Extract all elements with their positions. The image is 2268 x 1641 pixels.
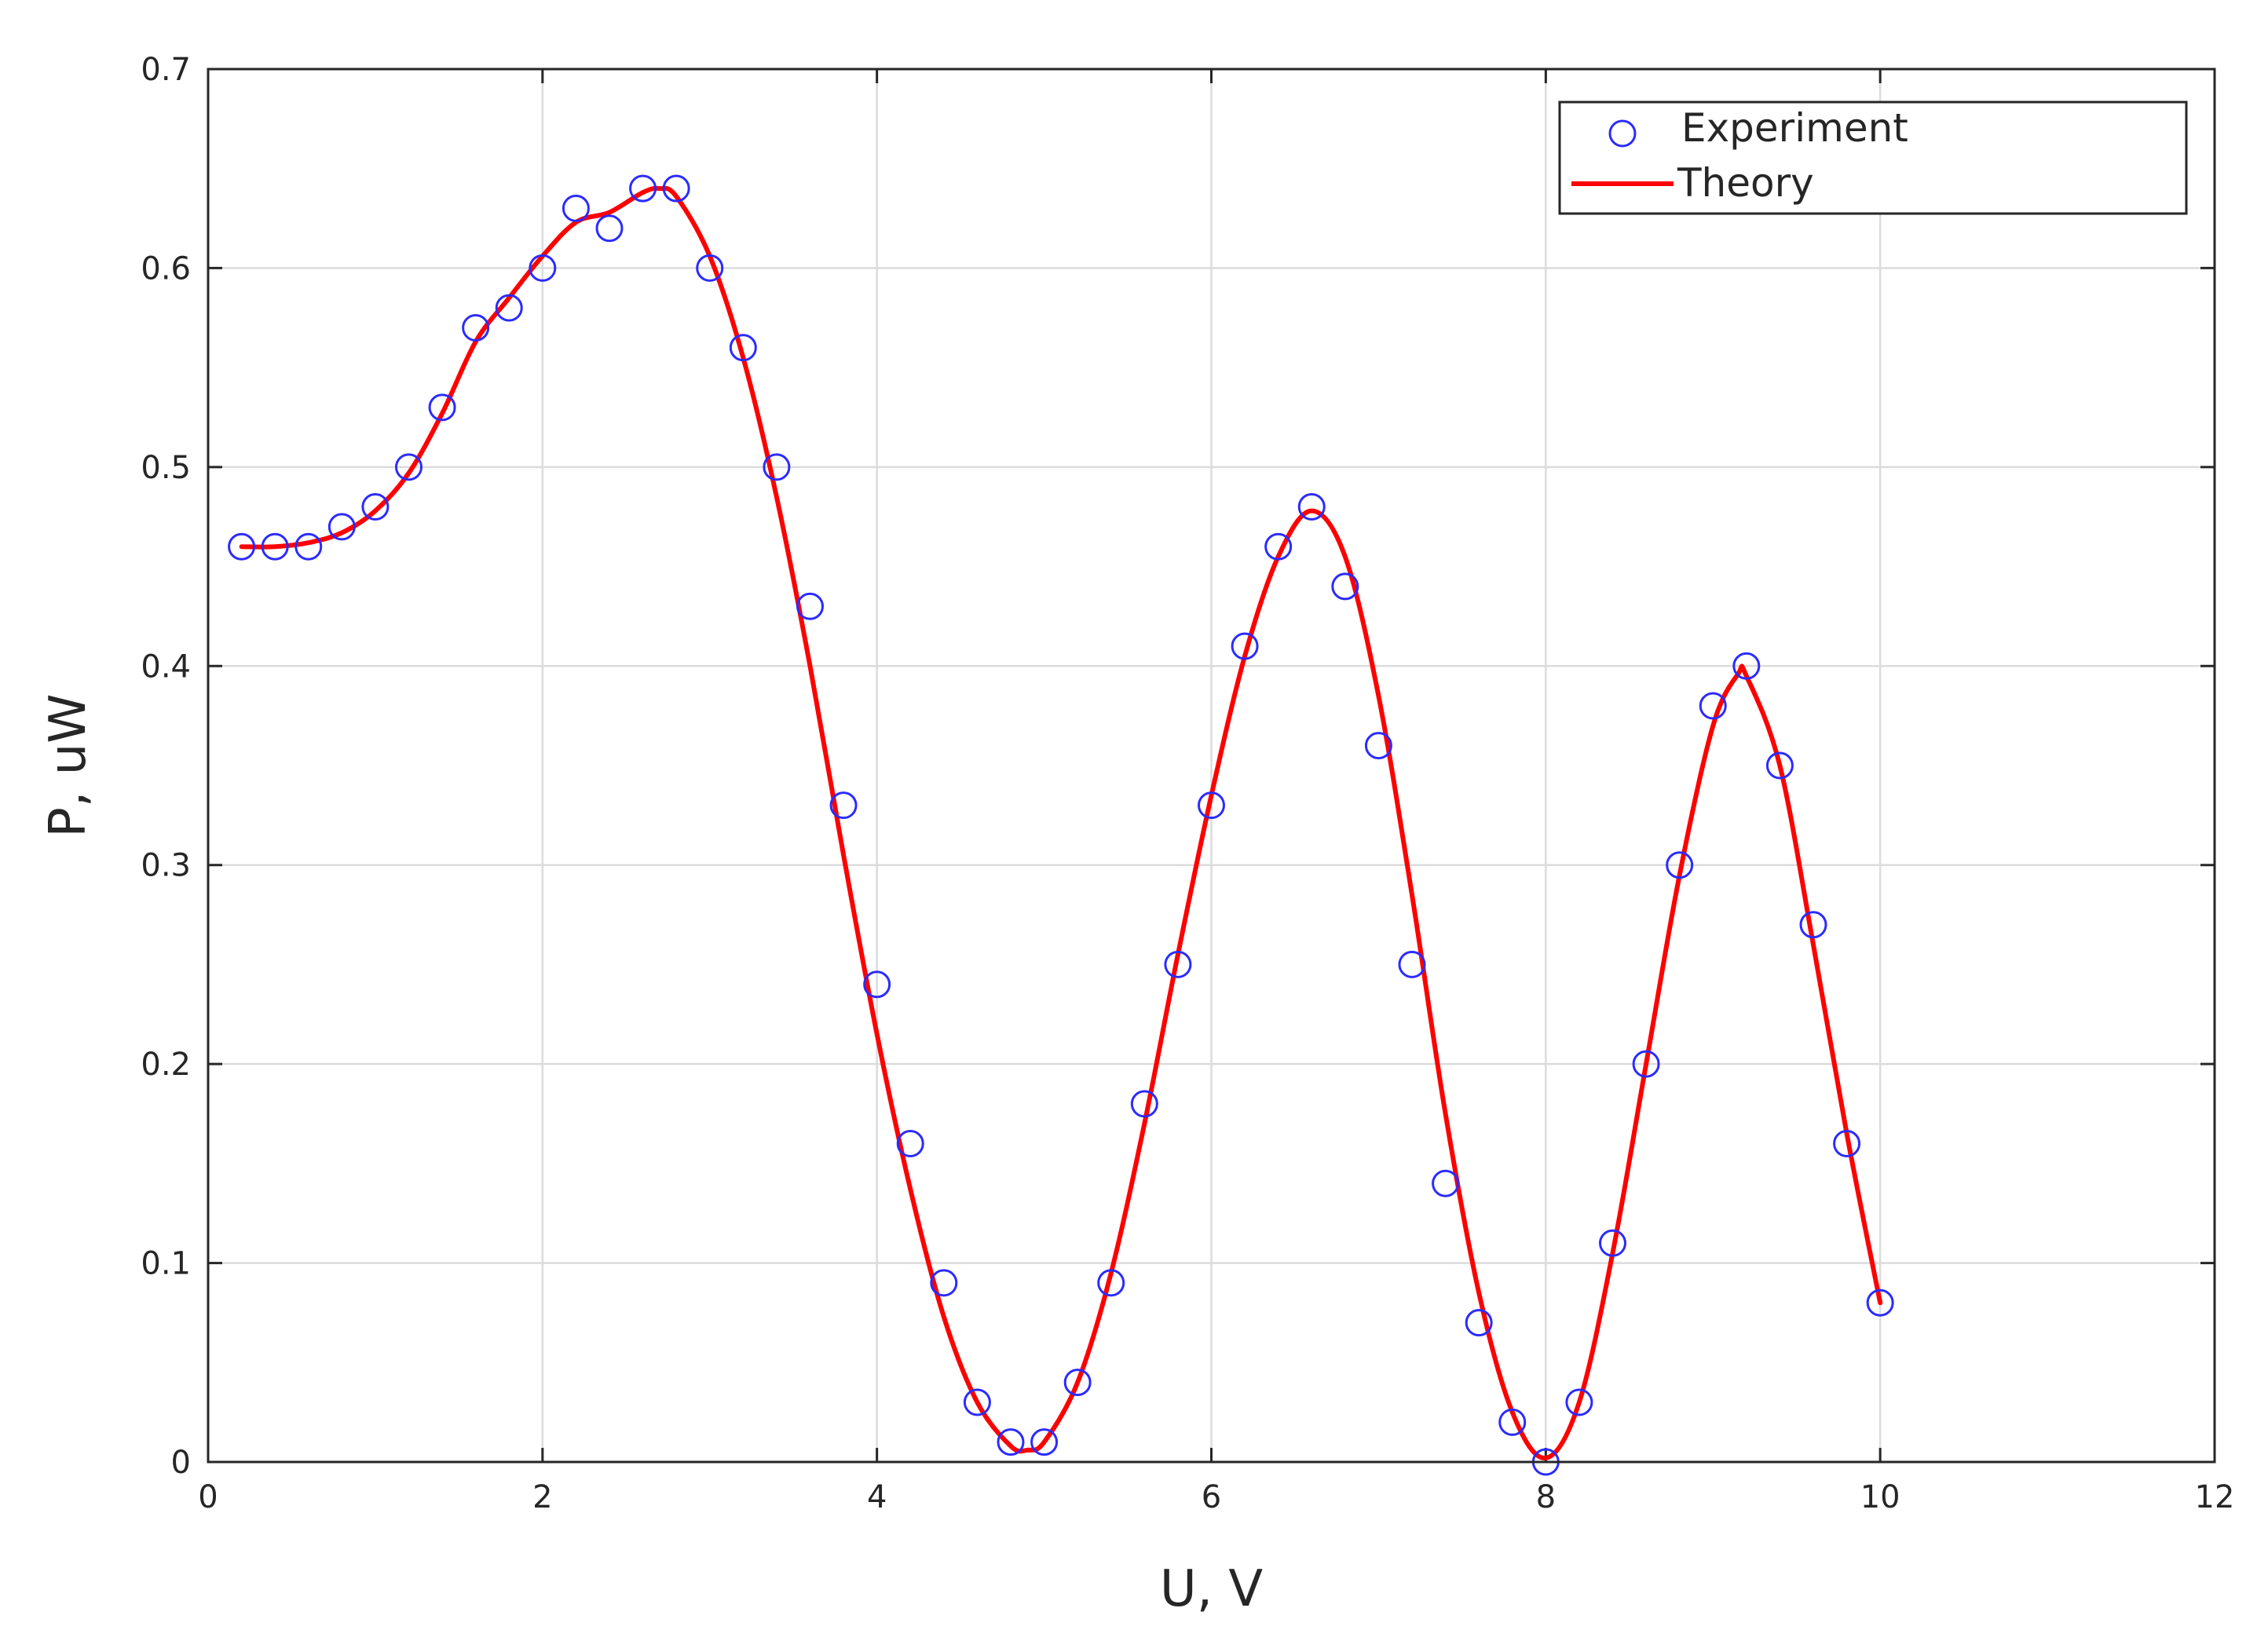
theory-line (239, 185, 1883, 1460)
experiment-point (1231, 632, 1259, 660)
experiment-point (361, 493, 390, 521)
experiment-point (1765, 751, 1794, 780)
plot-frame (207, 68, 2216, 1464)
experiment-point (1432, 1169, 1460, 1197)
x-tick-labels: 0 2 4 6 8 10 12 (198, 1479, 2234, 1515)
experiment-point (1063, 1369, 1092, 1397)
experiment-series (228, 174, 1894, 1476)
experiment-point (1632, 1050, 1660, 1078)
legend-experiment-marker (1608, 119, 1637, 148)
x-tick-label: 6 (1202, 1479, 1221, 1515)
x-tick-label: 8 (1536, 1479, 1556, 1515)
experiment-point (562, 194, 590, 222)
y-tick-label: 0.2 (141, 1047, 191, 1083)
experiment-point (1498, 1408, 1527, 1436)
legend: Experiment Theory (1558, 101, 2188, 215)
experiment-point (1833, 1130, 1861, 1158)
experiment-point (796, 592, 824, 620)
y-tick-label: 0.7 (141, 52, 191, 88)
experiment-point (428, 393, 456, 422)
experiment-point (495, 294, 523, 322)
y-tick-label: 0.3 (141, 848, 191, 884)
y-tick-labels: 0 0.1 0.2 0.3 0.4 0.5 0.6 0.7 (141, 52, 191, 1481)
experiment-point (1699, 692, 1727, 720)
experiment-point (763, 453, 791, 481)
experiment-point (1465, 1309, 1493, 1337)
grid-lines (208, 69, 2215, 1462)
experiment-point (327, 513, 356, 541)
experiment-point (1799, 911, 1827, 939)
theory-series (239, 185, 1883, 1460)
x-tick-label: 0 (198, 1479, 218, 1515)
experiment-point (696, 254, 724, 282)
x-tick-label: 12 (2195, 1479, 2235, 1515)
x-axis-title: U, V (1160, 1560, 1264, 1618)
experiment-point (1732, 652, 1761, 680)
experiment-point (930, 1269, 958, 1297)
y-tick-label: 0.5 (141, 450, 191, 486)
x-tick-label: 4 (867, 1479, 887, 1515)
experiment-point (595, 214, 624, 243)
experiment-point (1030, 1428, 1059, 1456)
experiment-point (1666, 851, 1694, 879)
y-tick-label: 0.1 (141, 1246, 191, 1282)
experiment-point (1097, 1269, 1125, 1297)
experiment-point (1264, 532, 1293, 561)
experiment-point (1565, 1388, 1593, 1416)
x-tick-label: 2 (532, 1479, 552, 1515)
experiment-point (997, 1428, 1025, 1456)
y-tick-label: 0.4 (141, 649, 191, 685)
experiment-point (1164, 950, 1192, 978)
experiment-point (662, 174, 690, 203)
legend-experiment-label: Experiment (1681, 105, 1908, 151)
x-tick-label: 10 (1860, 1479, 1900, 1515)
experiment-point (294, 532, 323, 561)
legend-box (1558, 101, 2188, 215)
experiment-point (1198, 791, 1225, 820)
experiment-point (1364, 732, 1392, 760)
y-axis-title: P, uW (39, 693, 97, 837)
experiment-point (1599, 1229, 1626, 1257)
experiment-point (529, 254, 557, 282)
experiment-point (261, 532, 289, 561)
experiment-point (462, 313, 490, 342)
experiment-point (1331, 572, 1359, 601)
experiment-point (629, 174, 657, 203)
experiment-point (863, 970, 891, 999)
experiment-point (1130, 1090, 1158, 1118)
y-tick-label: 0.6 (141, 250, 191, 287)
experiment-point (963, 1388, 991, 1416)
y-tick-label: 0 (171, 1445, 191, 1481)
experiment-point (1866, 1288, 1894, 1317)
experiment-point (395, 453, 423, 481)
experiment-point (1398, 950, 1426, 978)
experiment-point (228, 532, 256, 561)
experiment-point (729, 334, 757, 362)
legend-theory-label: Theory (1677, 160, 1814, 206)
experiment-point (896, 1130, 924, 1158)
experiment-point (829, 791, 858, 820)
experiment-point (1297, 493, 1326, 521)
